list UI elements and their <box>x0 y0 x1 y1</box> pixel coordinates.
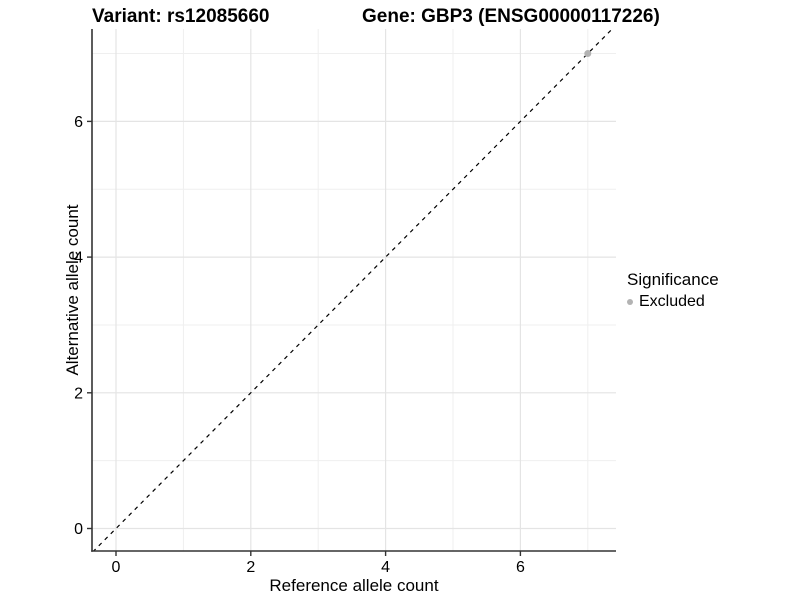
legend: Significance Excluded <box>627 270 719 311</box>
legend-title: Significance <box>627 270 719 289</box>
y-tick-label-2: 2 <box>74 385 83 402</box>
axis-ticks: 0 2 4 6 0 2 4 6 <box>74 114 525 576</box>
y-tick-label-0: 0 <box>74 521 83 538</box>
x-axis-title: Reference allele count <box>269 576 439 595</box>
axis-lines <box>91 29 616 552</box>
y-tick-label-4: 4 <box>74 250 83 267</box>
x-tick-label-2: 2 <box>246 559 255 576</box>
plot-title-variant: Variant: rs12085660 <box>92 6 270 27</box>
gridlines <box>92 29 616 551</box>
legend-item-label: Excluded <box>639 293 705 310</box>
x-tick-label-4: 4 <box>381 559 390 576</box>
legend-item-excluded: Excluded <box>627 292 719 311</box>
x-tick-label-0: 0 <box>112 559 121 576</box>
data-point-excluded <box>584 50 592 58</box>
excluded-point-marker-icon <box>627 298 633 305</box>
identity-reference-line <box>92 29 614 551</box>
x-tick-label-6: 6 <box>516 559 525 576</box>
plot-title-gene: Gene: GBP3 (ENSG00000117226) <box>362 6 660 27</box>
data-points <box>584 50 592 58</box>
y-axis-title: Alternative allele count <box>63 204 82 376</box>
y-tick-label-6: 6 <box>74 114 83 131</box>
